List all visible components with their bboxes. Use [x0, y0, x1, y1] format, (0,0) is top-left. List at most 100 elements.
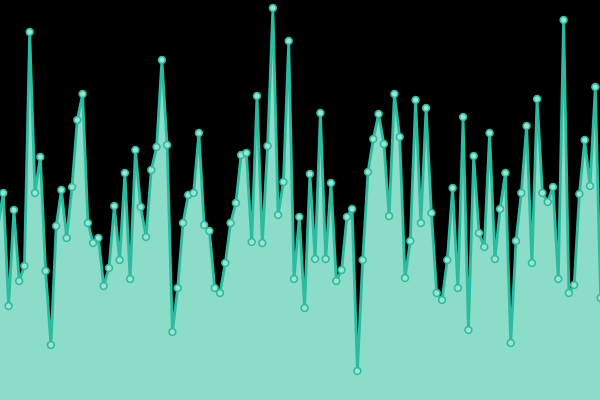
data-point-marker	[490, 254, 500, 264]
data-point-marker	[532, 94, 542, 104]
data-point-marker	[9, 205, 19, 215]
data-point-marker	[321, 254, 330, 264]
data-point-marker	[30, 188, 40, 198]
data-point-marker	[421, 103, 431, 113]
series-line	[0, 6, 600, 373]
data-point-marker	[231, 198, 241, 208]
data-point-marker	[464, 325, 473, 335]
data-point-marker	[83, 218, 93, 228]
data-point-marker	[416, 218, 426, 228]
data-point-marker	[395, 132, 404, 142]
data-point-marker	[326, 178, 336, 188]
data-point-marker	[295, 212, 304, 222]
data-point-marker	[337, 265, 346, 275]
data-point-marker	[94, 233, 103, 243]
data-point-marker	[332, 276, 341, 286]
data-point-marker	[210, 283, 219, 293]
data-point-marker	[215, 288, 225, 298]
data-point-marker	[125, 274, 135, 284]
data-point-marker	[199, 220, 209, 230]
data-point-marker	[62, 233, 71, 243]
data-point-marker	[448, 183, 457, 193]
data-point-marker	[501, 168, 510, 178]
data-point-marker	[273, 210, 283, 220]
data-point-marker	[548, 182, 558, 192]
data-point-marker	[485, 128, 494, 138]
data-point-marker	[152, 142, 161, 152]
data-point-marker	[115, 255, 124, 265]
data-point-marker	[522, 121, 531, 131]
data-point-marker	[67, 182, 77, 192]
data-point-marker	[585, 181, 595, 191]
data-point-marker	[458, 112, 468, 122]
data-point-marker	[511, 236, 521, 246]
data-point-marker	[289, 274, 299, 284]
data-point-marker	[173, 283, 182, 293]
data-point-marker	[543, 197, 552, 207]
data-point-marker	[580, 135, 589, 145]
data-point-marker	[384, 211, 394, 221]
data-point-marker	[554, 274, 563, 284]
data-point-marker	[564, 288, 574, 298]
data-point-marker	[268, 3, 278, 13]
data-point-marker	[141, 232, 151, 242]
data-point-marker	[342, 212, 352, 222]
data-point-marker	[316, 108, 325, 118]
data-point-marker	[57, 185, 66, 195]
data-point-marker	[284, 36, 293, 46]
data-point-marker	[443, 255, 452, 265]
data-point-marker	[538, 188, 547, 198]
data-point-marker	[136, 202, 145, 212]
data-point-marker	[258, 238, 267, 248]
data-point-marker	[263, 141, 272, 151]
data-point-marker	[469, 151, 478, 161]
data-point-marker	[120, 168, 130, 178]
data-point-marker	[15, 276, 24, 286]
data-point-marker	[131, 145, 140, 155]
data-point-marker	[88, 238, 98, 248]
data-point-marker	[178, 218, 188, 228]
data-point-marker	[379, 139, 389, 149]
data-point-marker	[400, 273, 410, 283]
data-point-marker	[300, 303, 309, 313]
data-point-marker	[226, 218, 235, 228]
data-point-marker	[51, 221, 61, 231]
data-point-marker	[194, 128, 204, 138]
data-point-marker	[279, 177, 288, 187]
data-point-marker	[20, 261, 29, 271]
data-point-marker	[363, 167, 373, 177]
data-point-marker	[437, 295, 447, 305]
data-point-marker	[559, 15, 568, 25]
area-fill	[0, 8, 600, 400]
data-point-marker	[242, 148, 251, 158]
data-point-marker	[41, 266, 50, 276]
data-point-marker	[596, 293, 600, 303]
data-point-marker	[168, 327, 177, 337]
data-point-marker	[432, 288, 441, 298]
data-point-marker	[374, 109, 383, 119]
data-point-marker	[527, 258, 537, 268]
data-point-marker	[110, 201, 119, 211]
data-point-marker	[252, 91, 262, 101]
data-point-marker	[247, 237, 256, 247]
data-point-marker	[162, 140, 172, 150]
data-point-marker	[310, 254, 320, 264]
data-point-marker	[99, 281, 108, 291]
data-point-marker	[358, 255, 367, 265]
data-point-marker	[506, 338, 515, 348]
data-point-marker	[569, 280, 579, 290]
data-point-marker	[427, 208, 436, 218]
data-point-marker	[147, 165, 156, 175]
data-point-marker	[411, 95, 420, 105]
data-point-marker	[73, 115, 82, 125]
data-point-marker	[36, 152, 45, 162]
data-point-marker	[353, 366, 362, 376]
data-point-marker	[390, 89, 399, 99]
data-point-marker	[189, 188, 198, 198]
data-point-marker	[221, 258, 230, 268]
data-point-marker	[474, 228, 484, 238]
data-point-marker	[575, 189, 584, 199]
data-point-marker	[495, 204, 505, 214]
